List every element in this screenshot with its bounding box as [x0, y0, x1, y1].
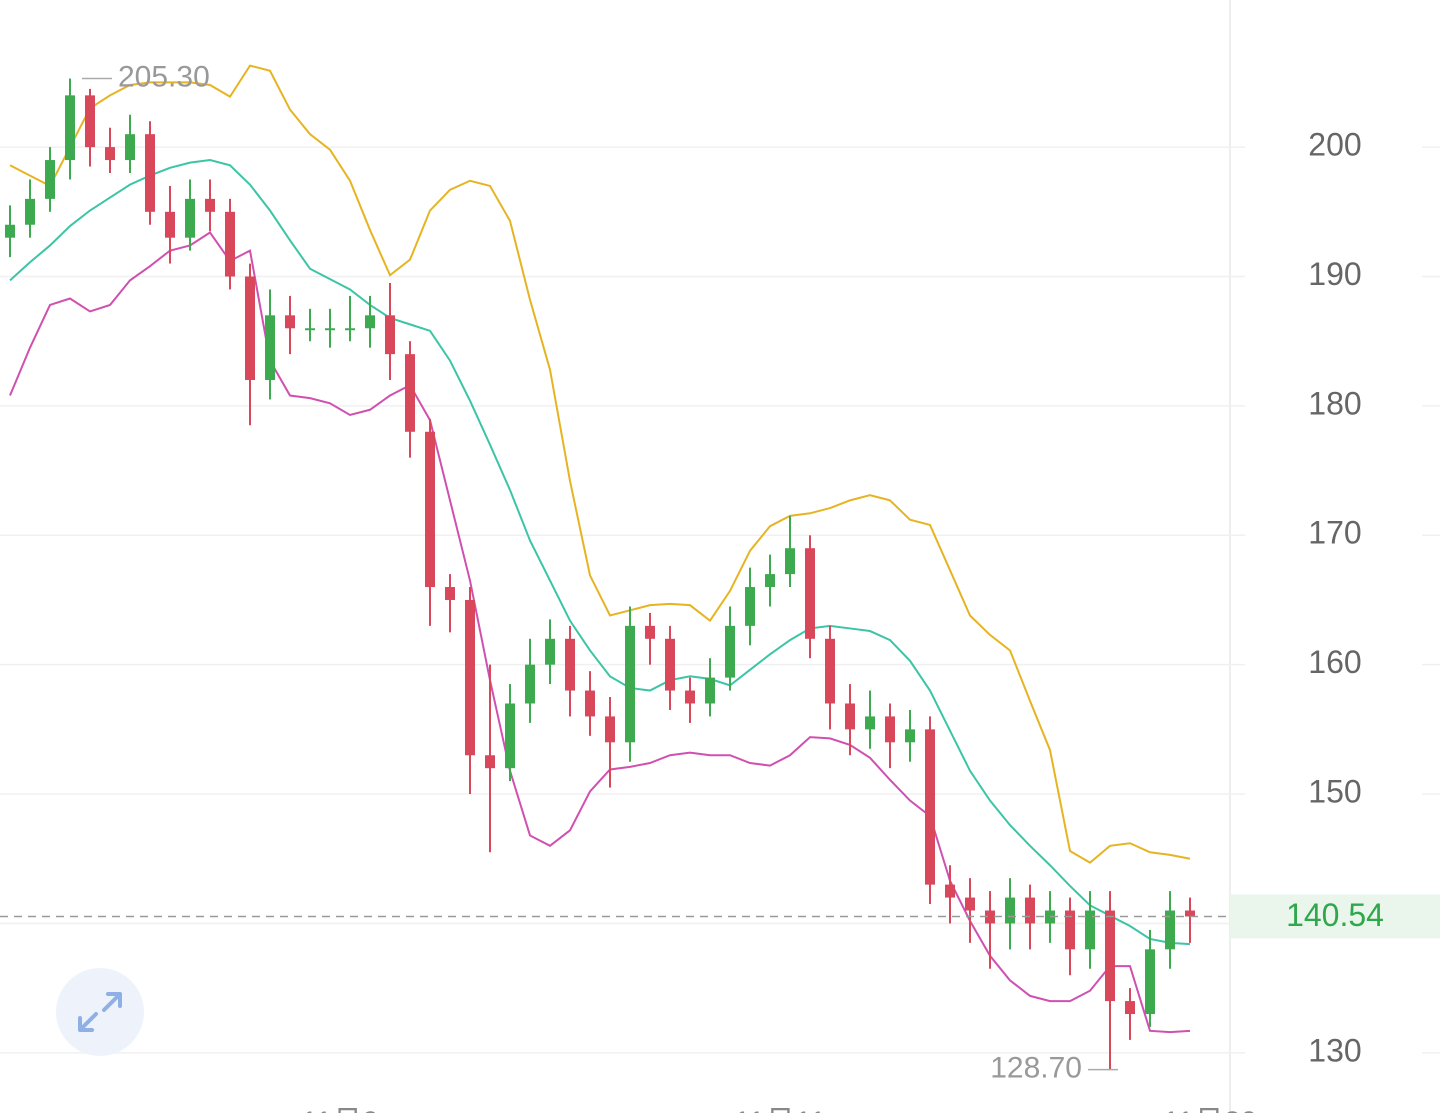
plot: 13014015016017018019020011月911月1111月2020…: [0, 60, 1440, 1113]
x-tick-label: 11月20: [1163, 1106, 1258, 1113]
candle-body: [245, 276, 255, 381]
candle-body: [1165, 910, 1175, 950]
candle-body: [365, 315, 375, 329]
candle-body: [125, 134, 135, 161]
candle-body: [565, 638, 575, 691]
candle-body: [725, 625, 735, 678]
candle-body: [965, 897, 975, 911]
candle-body: [985, 910, 995, 924]
expand-icon[interactable]: [78, 992, 122, 1032]
candle-body: [225, 211, 235, 277]
candle-body: [885, 716, 895, 743]
candle-body: [805, 548, 815, 639]
candle-body: [185, 198, 195, 238]
y-tick-label: 160: [1308, 644, 1361, 680]
expand-button[interactable]: [56, 968, 144, 1056]
y-tick-label: 130: [1308, 1032, 1361, 1068]
candle-body: [545, 638, 555, 665]
band-line: [9, 159, 1191, 946]
candle-body: [165, 211, 175, 238]
candle-body: [65, 95, 75, 161]
candle-body: [105, 147, 115, 161]
candle-body: [445, 587, 455, 600]
candle-body: [285, 315, 295, 329]
y-tick-label: 200: [1308, 127, 1361, 163]
high-label: 205.30: [118, 60, 210, 93]
candle-body: [1065, 910, 1075, 950]
candle-body: [665, 638, 675, 691]
candle-body: [825, 638, 835, 704]
candle-body: [1145, 949, 1155, 1015]
candle-body: [845, 703, 855, 730]
candle-body: [605, 716, 615, 743]
candle-body: [765, 574, 775, 588]
candle-body: [45, 160, 55, 199]
candle-body: [685, 690, 695, 704]
current-price-label: 140.54: [1286, 897, 1384, 933]
candle-body: [645, 625, 655, 639]
band-line: [9, 64, 1191, 864]
candle-body: [1085, 910, 1095, 950]
current-price-box: [1230, 894, 1440, 939]
candle-body: [405, 354, 415, 432]
candle-body: [945, 884, 955, 898]
y-tick-label: 180: [1308, 385, 1361, 421]
candle-body: [1025, 897, 1035, 924]
candle-body: [705, 677, 715, 704]
candle-body: [1125, 1001, 1135, 1015]
y-tick-label: 190: [1308, 256, 1361, 292]
candle-body: [25, 198, 35, 225]
candle-body: [265, 315, 275, 381]
candle-body: [525, 664, 535, 704]
candle-body: [205, 198, 215, 212]
candle-body: [145, 134, 155, 212]
band-line: [9, 231, 1191, 1034]
candle-body: [785, 548, 795, 575]
candle-body: [1005, 897, 1015, 924]
candle-body: [505, 703, 515, 769]
candle-body: [425, 431, 435, 588]
candle-body: [1185, 910, 1195, 917]
low-label: 128.70: [990, 1052, 1082, 1085]
x-tick-label: 11月11: [734, 1106, 826, 1113]
candle-body: [745, 587, 755, 626]
candle-body: [905, 729, 915, 743]
y-tick-label: 170: [1308, 515, 1361, 551]
candle-body: [485, 755, 495, 769]
candle-body: [305, 328, 315, 331]
candle-body: [585, 690, 595, 717]
expand-button-bg[interactable]: [56, 968, 144, 1056]
candle-body: [465, 599, 475, 756]
x-tick-label: 11月9: [301, 1106, 379, 1113]
candle-body: [345, 328, 355, 331]
y-tick-label: 150: [1308, 774, 1361, 810]
candle-body: [85, 95, 95, 148]
candle-body: [865, 716, 875, 730]
candle-body: [385, 315, 395, 355]
candle-body: [625, 625, 635, 743]
candle-body: [325, 328, 335, 331]
candle-body: [5, 224, 15, 238]
candle-body: [925, 729, 935, 885]
candle-body: [1105, 910, 1115, 1002]
